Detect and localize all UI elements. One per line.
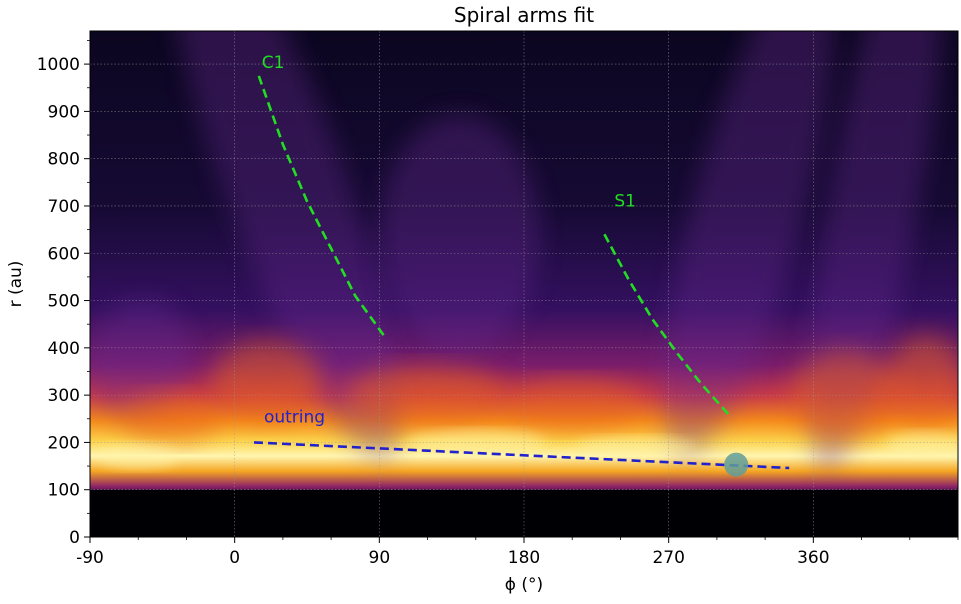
y-tick-label: 400 [48,339,80,359]
y-tick-label: 0 [69,528,80,548]
y-tick-label: 600 [48,244,80,264]
x-tick-label: 90 [369,548,391,568]
heatmap-lobe [120,393,221,444]
y-tick-label: 700 [48,197,80,217]
heatmap-lobe [347,365,508,426]
spiral-fits: C1 S1 outring [253,53,790,477]
heatmap-lobe [502,379,643,430]
x-tick-label: 360 [797,548,829,568]
fit-curve-outring [253,441,790,470]
x-tick-label: 0 [229,548,240,568]
marker-point [724,452,749,477]
heatmap-ring-highlight [576,437,697,458]
y-tick-label: 100 [48,481,80,501]
heatmap-haze [379,114,540,355]
y-tick-label: 200 [48,433,80,453]
x-tick-label: 270 [652,548,684,568]
x-tick-label: -90 [76,548,104,568]
heatmap-haze [809,31,947,474]
plot-area: C1 S1 outring [89,30,959,538]
heatmap-ring-highlight [885,432,958,457]
y-tick-label: 900 [48,102,80,122]
y-tick-label: 800 [48,150,80,170]
y-tick-label: 1000 [37,55,80,75]
axis-ticks: -90 0 90 180 270 3600100200300400500600700800… [37,40,959,568]
y-tick-label: 500 [48,292,80,312]
heatmap-haze [165,31,400,461]
y-axis-label: r (au) [6,261,26,308]
heatmap-lobe [790,350,901,441]
chart-title: Spiral arms fit [454,3,594,27]
fit-curve-s1 [603,233,730,415]
fit-label-outring: outring [264,407,325,427]
y-tick-label: 300 [48,386,80,406]
x-axis-label: ϕ (°) [505,575,543,595]
heatmap-lobe [885,335,958,426]
heatmap-lobe [211,340,322,421]
x-tick-label: 180 [508,548,540,568]
heatmap-ring-highlight [98,444,179,469]
fit-curve-c1 [257,75,386,337]
heatmap-haze [90,298,190,417]
fit-label-s1: S1 [614,191,636,211]
fit-label-c1: C1 [262,53,285,73]
heatmap-image [90,31,958,537]
